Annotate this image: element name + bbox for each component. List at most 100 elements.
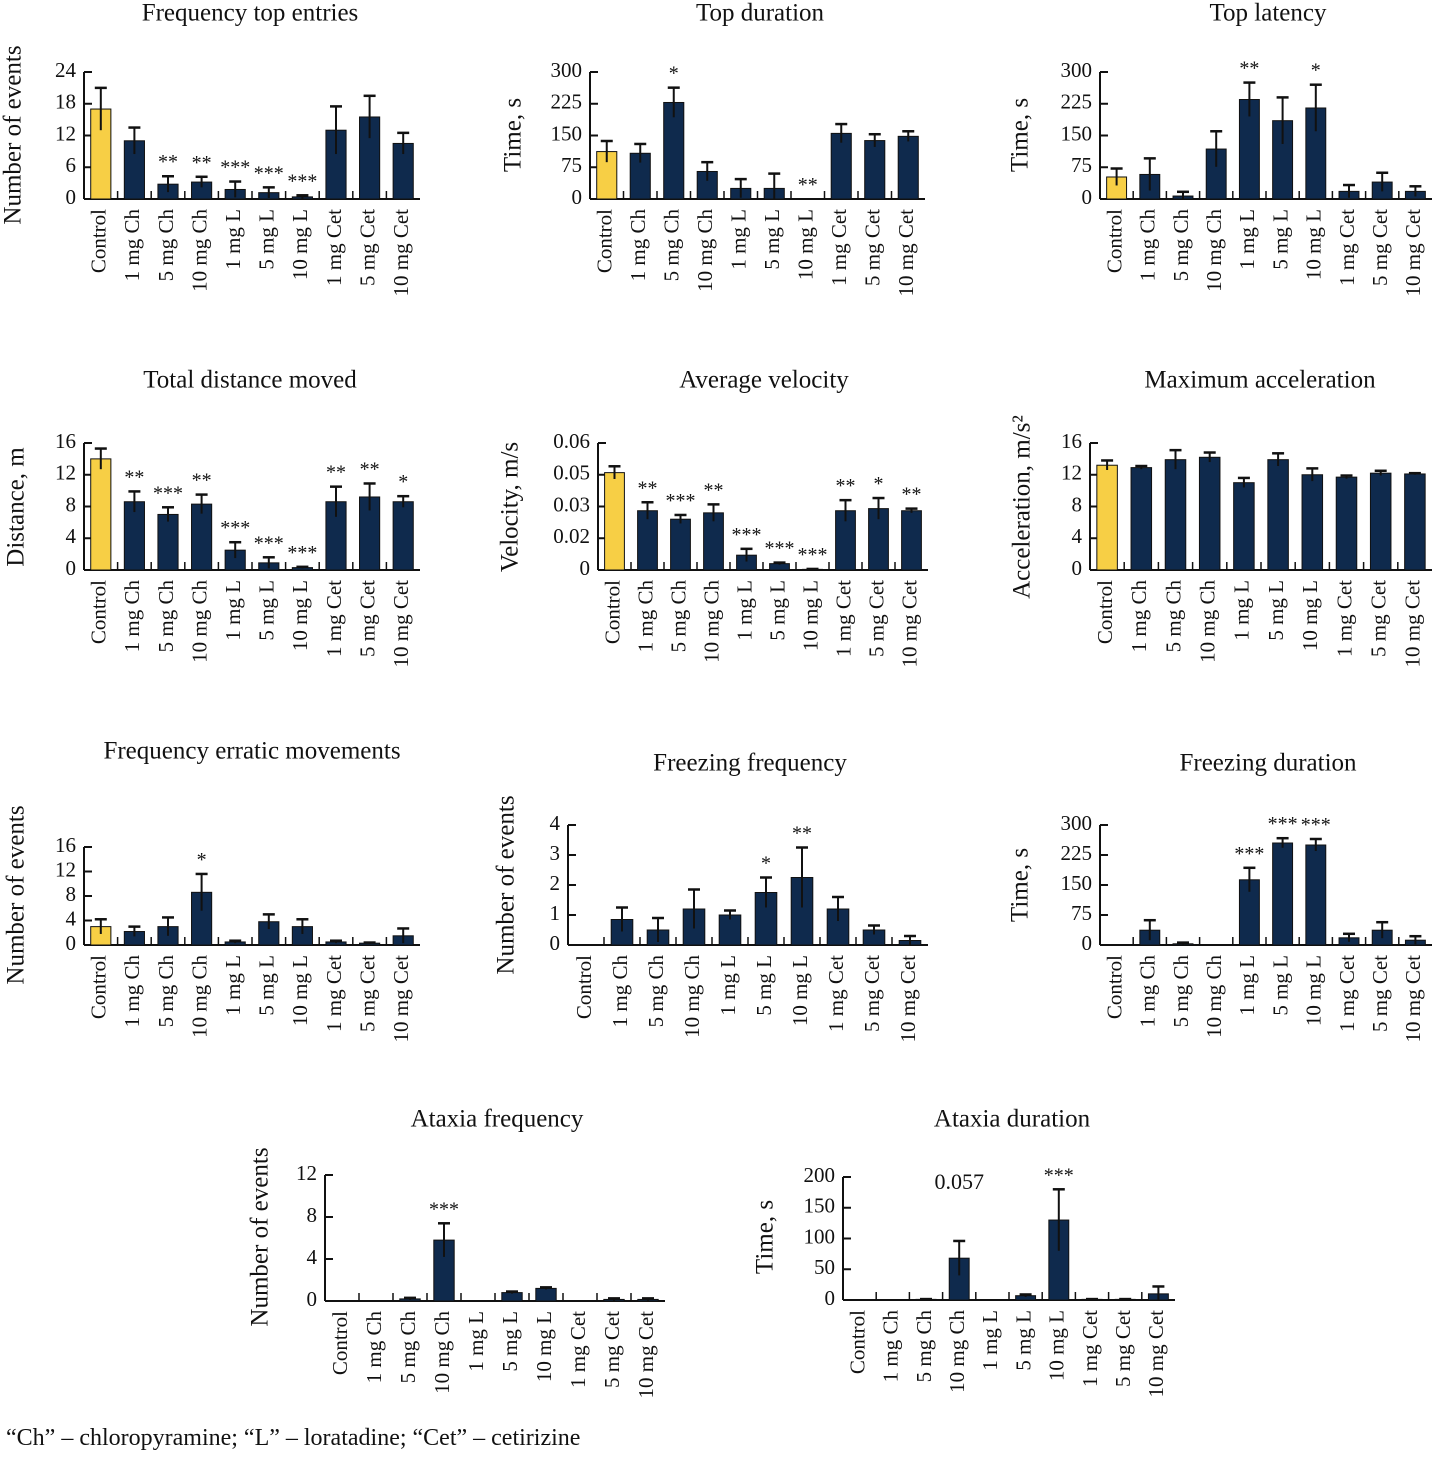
chart-title: Top latency bbox=[1210, 0, 1327, 27]
x-tick-label: 10 mg Ch bbox=[1196, 580, 1220, 663]
x-tick-label: 1 mg L bbox=[1235, 209, 1259, 270]
y-tick-label: 0 bbox=[550, 931, 561, 955]
x-tick-label: 5 mg Cet bbox=[864, 580, 888, 657]
bar bbox=[191, 503, 213, 571]
chart-panel: Total distance moved Distance, m 0 4 8 12 16 Co… bbox=[3, 367, 420, 668]
y-tick-label: 8 bbox=[66, 492, 77, 516]
x-tick-label: 5 mg Cet bbox=[355, 209, 379, 286]
x-tick-label: 10 mg L bbox=[288, 580, 312, 651]
y-axis-label: Time, s bbox=[1007, 98, 1034, 172]
significance-stars: ** bbox=[326, 462, 346, 484]
x-tick-label: 5 mg Cet bbox=[1368, 209, 1392, 286]
significance-stars: *** bbox=[1268, 813, 1298, 835]
y-tick-label: 18 bbox=[55, 90, 76, 114]
y-tick-label: 300 bbox=[551, 58, 583, 82]
y-tick-label: 24 bbox=[55, 58, 77, 82]
significance-stars: *** bbox=[153, 482, 183, 504]
bar bbox=[1335, 476, 1358, 571]
significance-stars: * bbox=[874, 473, 884, 495]
y-axis-label: Time, s bbox=[752, 1200, 779, 1274]
significance-stars: * bbox=[1311, 60, 1321, 82]
x-tick-label: 1 mg Cet bbox=[1335, 209, 1359, 286]
x-tick-label: 1 mg Cet bbox=[1335, 955, 1359, 1032]
x-tick-label: Control bbox=[87, 209, 111, 273]
bar bbox=[901, 510, 922, 571]
bar bbox=[1096, 464, 1118, 571]
x-tick-label: 10 mg L bbox=[1298, 580, 1322, 651]
x-tick-label: 10 mg Cet bbox=[634, 1311, 658, 1399]
chart-panel: Frequency erratic movements Number of eve… bbox=[3, 738, 420, 1043]
significance-stars: *** bbox=[798, 544, 828, 566]
y-tick-label: 0 bbox=[580, 556, 591, 580]
x-tick-label: 1 mg L bbox=[464, 1311, 488, 1372]
x-tick-label: 1 mg Ch bbox=[633, 580, 657, 653]
x-tick-label: 1 mg L bbox=[716, 955, 740, 1016]
chart-title: Ataxia frequency bbox=[411, 1106, 584, 1133]
x-tick-label: 1 mg Ch bbox=[120, 580, 144, 653]
x-tick-label: 5 mg Ch bbox=[666, 580, 690, 653]
bar bbox=[897, 135, 919, 200]
significance-stars: *** bbox=[732, 524, 762, 546]
significance-stars: *** bbox=[254, 162, 284, 184]
y-axis-label: Distance, m bbox=[3, 447, 30, 567]
bar bbox=[864, 140, 886, 200]
chart-title: Total distance moved bbox=[143, 367, 357, 394]
x-tick-label: 5 mg L bbox=[1268, 955, 1292, 1016]
significance-stars: *** bbox=[287, 542, 317, 564]
y-axis-label: Time, s bbox=[500, 98, 527, 172]
x-tick-label: 1 mg Cet bbox=[566, 1311, 590, 1388]
x-tick-label: 10 mg L bbox=[788, 955, 812, 1026]
x-tick-label: Control bbox=[845, 1310, 869, 1374]
y-tick-label: 0 bbox=[66, 185, 77, 209]
x-tick-label: 5 mg L bbox=[765, 580, 789, 641]
x-tick-label: 5 mg L bbox=[1268, 209, 1292, 270]
y-tick-label: 12 bbox=[55, 857, 76, 881]
bar bbox=[670, 518, 691, 571]
significance-stars: * bbox=[669, 63, 679, 85]
y-tick-label: 0 bbox=[1082, 185, 1093, 209]
x-tick-label: Control bbox=[593, 209, 617, 273]
y-tick-label: 16 bbox=[1061, 429, 1082, 453]
chart-panel: Ataxia duration Time, s 0 50 100 150 200 Contro… bbox=[752, 1106, 1175, 1398]
x-tick-label: 1 mg Cet bbox=[1332, 580, 1356, 657]
y-tick-label: 8 bbox=[66, 882, 77, 906]
x-tick-label: 5 mg Ch bbox=[660, 209, 684, 282]
y-tick-label: 0.03 bbox=[553, 492, 590, 516]
y-tick-label: 1 bbox=[550, 901, 561, 925]
x-tick-label: 5 mg L bbox=[1264, 580, 1288, 641]
x-tick-label: 10 mg Cet bbox=[389, 580, 413, 668]
x-tick-label: 5 mg L bbox=[752, 955, 776, 1016]
significance-stars: ** bbox=[798, 174, 818, 196]
y-axis-label: Number of events bbox=[0, 45, 27, 224]
x-tick-label: Control bbox=[1093, 580, 1117, 644]
significance-stars: *** bbox=[666, 490, 696, 512]
y-tick-label: 150 bbox=[551, 121, 583, 145]
y-tick-label: 8 bbox=[1072, 492, 1083, 516]
significance-stars: ** bbox=[902, 484, 922, 506]
bar bbox=[501, 1292, 523, 1302]
x-tick-label: 10 mg Cet bbox=[1401, 955, 1425, 1043]
y-tick-label: 0.02 bbox=[553, 524, 590, 548]
x-tick-label: 5 mg Ch bbox=[1169, 209, 1193, 282]
x-tick-label: 1 mg Cet bbox=[831, 580, 855, 657]
y-tick-label: 12 bbox=[55, 461, 76, 485]
significance-stars: ** bbox=[192, 470, 212, 492]
x-tick-label: 1 mg L bbox=[978, 1310, 1002, 1371]
y-axis-label: Number of events bbox=[247, 1147, 274, 1326]
bar bbox=[535, 1287, 557, 1302]
bar bbox=[1198, 456, 1221, 571]
significance-stars: *** bbox=[429, 1198, 459, 1220]
x-tick-label: 10 mg Cet bbox=[389, 209, 413, 297]
y-tick-label: 225 bbox=[551, 90, 583, 114]
bar bbox=[637, 510, 658, 571]
y-tick-label: 0 bbox=[66, 556, 77, 580]
chart-title: Top duration bbox=[696, 0, 825, 27]
significance-stars: ** bbox=[836, 475, 856, 497]
x-tick-label: 10 mg Ch bbox=[945, 1310, 969, 1393]
x-tick-label: 10 mg Cet bbox=[1401, 209, 1425, 297]
x-tick-label: 10 mg Cet bbox=[1144, 1310, 1168, 1398]
x-tick-label: 10 mg Ch bbox=[187, 580, 211, 663]
x-tick-label: 10 mg Cet bbox=[1401, 580, 1425, 668]
x-tick-label: 1 mg Ch bbox=[879, 1310, 903, 1383]
chart-title: Freezing duration bbox=[1179, 750, 1357, 777]
